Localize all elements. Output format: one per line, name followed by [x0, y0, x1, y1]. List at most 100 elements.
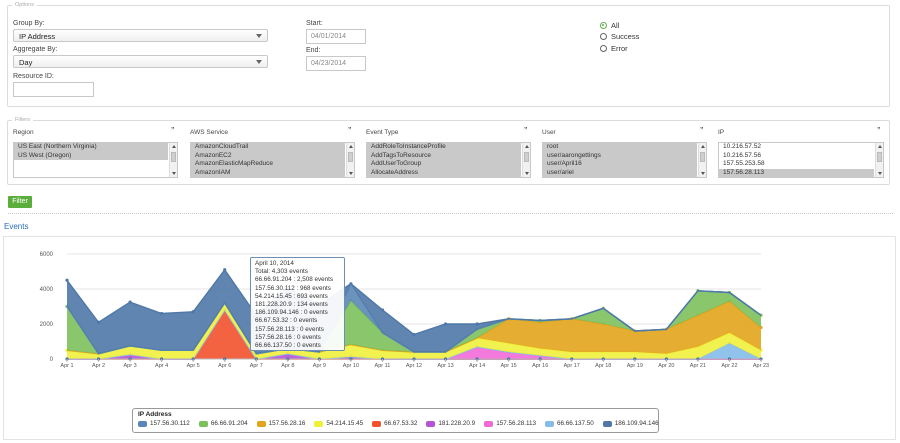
filter-option[interactable]: AmazonCloudTrail: [191, 143, 345, 152]
x-tick-label: Apr 17: [564, 363, 580, 369]
x-tick-label: Apr 13: [437, 363, 453, 369]
filter-option[interactable]: user/April16: [543, 160, 697, 169]
events-chart-panel: 0 2000 4000 6000 Apr 1 Apr 2 Apr 3 Apr 4 Apr 5 Ap…: [3, 236, 896, 440]
filter-option[interactable]: US East (Northern Virginia): [14, 143, 168, 152]
legend-label: 181.228.20.9: [438, 420, 476, 427]
group-by-value: IP Address: [19, 32, 56, 41]
filter-option[interactable]: AddUserToGroup: [367, 160, 521, 169]
filter-option[interactable]: AddTagsToResource: [367, 151, 521, 160]
data-point: [191, 310, 195, 314]
scroll-down-icon[interactable]: [525, 172, 529, 175]
filter-option[interactable]: 157.56.28.113: [719, 168, 874, 177]
legend-item[interactable]: 181.228.20.9: [426, 420, 475, 427]
quote-icon[interactable]: ”: [700, 127, 704, 134]
scrollbar[interactable]: [698, 143, 706, 177]
scrollbar[interactable]: [346, 143, 354, 177]
scrollbar[interactable]: [522, 143, 530, 177]
tooltip-line: 66.66.137.50 : 0 events: [255, 342, 321, 350]
start-label: Start:: [306, 20, 323, 27]
y-tick-label: 0: [50, 357, 54, 363]
scrollbar[interactable]: [169, 143, 177, 177]
end-label: End:: [306, 47, 321, 54]
status-radio-error[interactable]: Error: [600, 44, 628, 53]
filter-column-header: Event Type: [366, 129, 399, 136]
scroll-thumb[interactable]: [700, 152, 705, 162]
tooltip-line: 181.228.20.9 : 134 events: [255, 301, 328, 309]
legend-item[interactable]: 66.66.91.204: [198, 420, 248, 427]
filter-column-header: AWS Service: [190, 129, 229, 136]
legend-label: 157.56.28.16: [268, 420, 306, 427]
group-by-select[interactable]: IP Address: [13, 29, 268, 42]
tooltip-line: 66.66.91.204 : 2,508 events: [255, 276, 334, 284]
filter-option[interactable]: 157.55.253.58: [723, 160, 765, 167]
series-area: [67, 310, 761, 359]
scroll-up-icon[interactable]: [172, 145, 176, 148]
scroll-up-icon[interactable]: [878, 145, 882, 148]
quote-icon[interactable]: ”: [877, 127, 881, 134]
filter-option[interactable]: user/ariel: [543, 168, 697, 177]
x-tick-label: Apr 14: [469, 363, 485, 369]
legend-item[interactable]: 157.56.28.16: [256, 420, 306, 427]
scroll-thumb[interactable]: [171, 152, 176, 162]
quote-icon[interactable]: ”: [348, 127, 352, 134]
scrollbar[interactable]: [875, 143, 883, 177]
status-radio-all[interactable]: All: [600, 21, 619, 30]
x-tick-label: Apr 7: [250, 363, 263, 369]
legend-label: 66.67.53.32: [384, 420, 418, 427]
scroll-thumb[interactable]: [348, 152, 353, 162]
legend-swatch: [138, 420, 147, 427]
events-area-chart: 0 2000 4000 6000 Apr 1 Apr 2 Apr 3 Apr 4 Apr 5 Ap…: [40, 252, 769, 369]
y-tick-label: 6000: [40, 252, 54, 258]
status-radio-label: All: [611, 21, 620, 30]
chevron-down-icon: [256, 34, 262, 38]
scroll-up-icon[interactable]: [349, 145, 353, 148]
filter-option[interactable]: root: [543, 143, 697, 152]
resource-id-input[interactable]: [13, 82, 94, 97]
legend-item[interactable]: 157.56.28.113: [484, 420, 536, 427]
filter-option[interactable]: 10.216.57.56: [723, 151, 761, 159]
filter-option[interactable]: AmazonElasticMapReduce: [191, 160, 345, 169]
scroll-up-icon[interactable]: [701, 145, 705, 148]
legend-title: IP Address: [138, 411, 172, 418]
x-tick-label: Apr 6: [218, 363, 231, 369]
scroll-down-icon[interactable]: [878, 172, 882, 175]
legend-item[interactable]: 66.67.53.32: [372, 420, 417, 427]
x-tick-label: Apr 4: [155, 363, 168, 369]
filter-option[interactable]: AddRoleToInstanceProfile: [367, 143, 521, 152]
end-date-input[interactable]: 04/23/2014: [306, 56, 366, 71]
quote-icon[interactable]: ”: [171, 127, 175, 134]
filter-option[interactable]: user/aarongettings: [543, 151, 697, 160]
legend-label: 157.56.30.112: [150, 420, 190, 427]
legend-item[interactable]: 66.66.137.50: [545, 420, 594, 427]
filter-option[interactable]: US West (Oregon): [14, 151, 168, 160]
scroll-down-icon[interactable]: [701, 172, 705, 175]
scroll-thumb[interactable]: [877, 152, 882, 162]
legend-label: 186.109.94.146: [614, 420, 659, 427]
filter-button[interactable]: Filter: [8, 196, 32, 208]
scroll-thumb[interactable]: [524, 152, 529, 162]
filter-listbox[interactable]: AmazonCloudTrail AmazonEC2 AmazonElasticMa…: [190, 142, 355, 178]
status-radio-label: Success: [611, 32, 640, 41]
legend-item[interactable]: 54.214.15.45: [314, 420, 363, 427]
tooltip-total: Total: 4,303 events: [255, 268, 308, 276]
filter-listbox[interactable]: US East (Northern Virginia) US West (Oreg…: [13, 142, 178, 178]
filter-listbox[interactable]: root user/aarongettings user/April16 user/a…: [542, 142, 707, 178]
filter-option[interactable]: AmazonIAM: [191, 168, 345, 177]
filter-option[interactable]: AllocateAddress: [367, 168, 521, 177]
scroll-down-icon[interactable]: [172, 172, 176, 175]
tooltip-line: 157.56.28.16 : 0 events: [255, 333, 321, 341]
aggregate-by-label: Aggregate By:: [13, 46, 58, 53]
legend-item[interactable]: 186.109.94.146: [602, 420, 659, 427]
legend-item[interactable]: 157.56.30.112: [138, 420, 190, 427]
filter-option[interactable]: AmazonEC2: [191, 151, 345, 160]
quote-icon[interactable]: ”: [524, 127, 528, 134]
filter-listbox[interactable]: 10.216.57.52 10.216.57.56 157.55.253.58 157…: [718, 142, 884, 178]
status-radio-success[interactable]: Success: [600, 32, 639, 41]
scroll-up-icon[interactable]: [525, 145, 529, 148]
aggregate-by-select[interactable]: Day: [13, 55, 268, 68]
filter-listbox[interactable]: AddRoleToInstanceProfile AddTagsToResourc…: [366, 142, 531, 178]
radio-unchecked-icon: [600, 33, 607, 40]
filter-option[interactable]: 10.216.57.52: [723, 143, 761, 150]
start-date-input[interactable]: 04/01/2014: [306, 29, 366, 44]
scroll-down-icon[interactable]: [349, 172, 353, 175]
